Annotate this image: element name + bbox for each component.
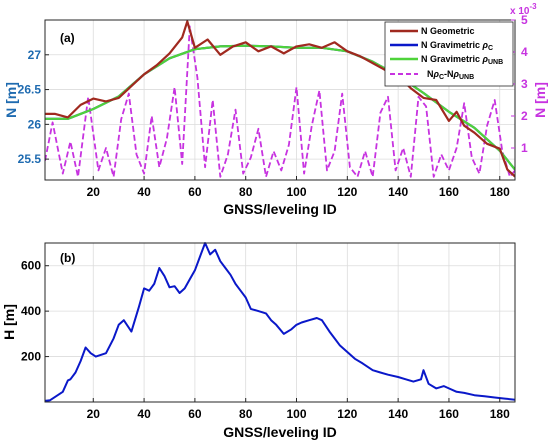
y-tick-label: 600 xyxy=(21,259,41,273)
x-tick-label: 180 xyxy=(490,407,510,421)
legend-symbol: ρ xyxy=(453,69,460,79)
x-tick-label: 40 xyxy=(137,407,151,421)
legend-text-part: N Gravimetric xyxy=(421,54,483,64)
panel-a-series xyxy=(45,20,515,178)
y-tick-label-left: 27 xyxy=(28,48,42,62)
y-tick-label-left: 26 xyxy=(28,117,42,131)
y-tick-label: 400 xyxy=(21,304,41,318)
y-tick-label-right: 2 xyxy=(521,109,528,123)
y-tick-label-left: 26.5 xyxy=(18,83,42,97)
y-tick-label-right: 1 xyxy=(521,141,528,155)
series-n-geometric xyxy=(45,20,515,178)
legend-text-geometric: N Geometric xyxy=(421,26,475,36)
legend-text-part: -N xyxy=(444,69,454,79)
y-tick-label-left: 25.5 xyxy=(18,152,42,166)
panel-a-label: (a) xyxy=(60,31,75,45)
legend-subscript: C xyxy=(488,45,493,52)
panel-b-frame xyxy=(44,242,516,403)
series-n-difference xyxy=(45,25,515,178)
panel-a-y-ticks-left: 25.5 26 26.5 27 xyxy=(18,48,49,166)
y-tick-label-right: 5 xyxy=(521,13,528,27)
panel-a-y-axis-label-left: N [m] xyxy=(3,82,19,118)
panel-b-label: (b) xyxy=(60,251,75,265)
legend-symbol: ρ xyxy=(482,54,489,64)
legend-symbol: ρ xyxy=(482,40,489,50)
panel-a-y-axis-label-right: N [m] xyxy=(532,82,548,118)
panel-b-x-ticks: 20 40 60 80 100 120 140 160 180 xyxy=(87,398,510,421)
legend-text-gravimetric-rho-unb: N Gravimetric ρUNB xyxy=(421,54,503,66)
x-tick-label: 60 xyxy=(188,407,202,421)
x-tick-label: 20 xyxy=(87,185,101,199)
legend-entry-difference: NρC-NρUNB xyxy=(390,69,474,81)
x-tick-label: 80 xyxy=(239,185,253,199)
legend-text-part: N xyxy=(427,69,434,79)
exponent-power: -3 xyxy=(529,2,537,11)
legend-subscript: UNB xyxy=(459,74,474,81)
x-tick-label: 120 xyxy=(337,185,357,199)
x-tick-label: 40 xyxy=(137,185,151,199)
panel-a-x-axis-label: GNSS/leveling ID xyxy=(223,201,337,217)
panel-b-x-axis-label: GNSS/leveling ID xyxy=(223,424,337,440)
legend-entry-gravimetric-rho-c: N Gravimetric ρC xyxy=(390,40,493,52)
x-tick-label: 100 xyxy=(286,407,306,421)
x-tick-label: 160 xyxy=(439,407,459,421)
legend-symbol: ρ xyxy=(433,69,440,79)
legend-text-gravimetric-rho-c: N Gravimetric ρC xyxy=(421,40,493,52)
legend-subscript: UNB xyxy=(488,59,503,66)
legend-subscript: C xyxy=(439,74,444,81)
legend-entry-geometric: N Geometric xyxy=(390,26,475,36)
legend-text-difference: NρC-NρUNB xyxy=(427,69,474,81)
x-tick-label: 180 xyxy=(490,185,510,199)
y-tick-label-right: 3 xyxy=(521,77,528,91)
panel-a-x-ticks: 20 40 60 80 100 120 140 160 180 xyxy=(87,176,510,199)
legend-text-part: N Gravimetric xyxy=(421,40,483,50)
x-tick-label: 60 xyxy=(188,185,202,199)
series-orthometric-height xyxy=(44,242,516,402)
panel-a: 20 40 60 80 100 120 140 160 180 25.5 26 26.5 27 1 2 3… xyxy=(3,2,548,217)
panel-b-plot-area xyxy=(45,243,515,402)
y-tick-label: 200 xyxy=(21,350,41,364)
exponent-base: x 10 xyxy=(510,6,530,17)
x-tick-label: 80 xyxy=(239,407,253,421)
x-tick-label: 20 xyxy=(87,407,101,421)
x-tick-label: 140 xyxy=(388,185,408,199)
x-tick-label: 100 xyxy=(286,185,306,199)
x-tick-label: 120 xyxy=(337,407,357,421)
legend-box xyxy=(384,21,514,87)
x-tick-label: 160 xyxy=(439,185,459,199)
legend-entry-gravimetric-rho-unb: N Gravimetric ρUNB xyxy=(390,54,503,66)
y-tick-label-right: 4 xyxy=(521,45,528,59)
panel-a-legend: N Geometric N Gravimetric ρC N Gravimetr… xyxy=(384,21,514,87)
panel-a-frame xyxy=(44,19,516,181)
panel-b: 20 40 60 80 100 120 140 160 180 200 400 600 (b) GN… xyxy=(1,242,516,440)
panel-b-series xyxy=(44,242,516,402)
panel-b-grid xyxy=(45,243,515,402)
panel-a-right-axis-exponent: x 10-3 xyxy=(510,2,537,17)
x-tick-label: 140 xyxy=(388,407,408,421)
panel-b-y-axis-label: H [m] xyxy=(1,304,17,340)
panel-b-y-ticks: 200 400 600 xyxy=(21,259,49,364)
